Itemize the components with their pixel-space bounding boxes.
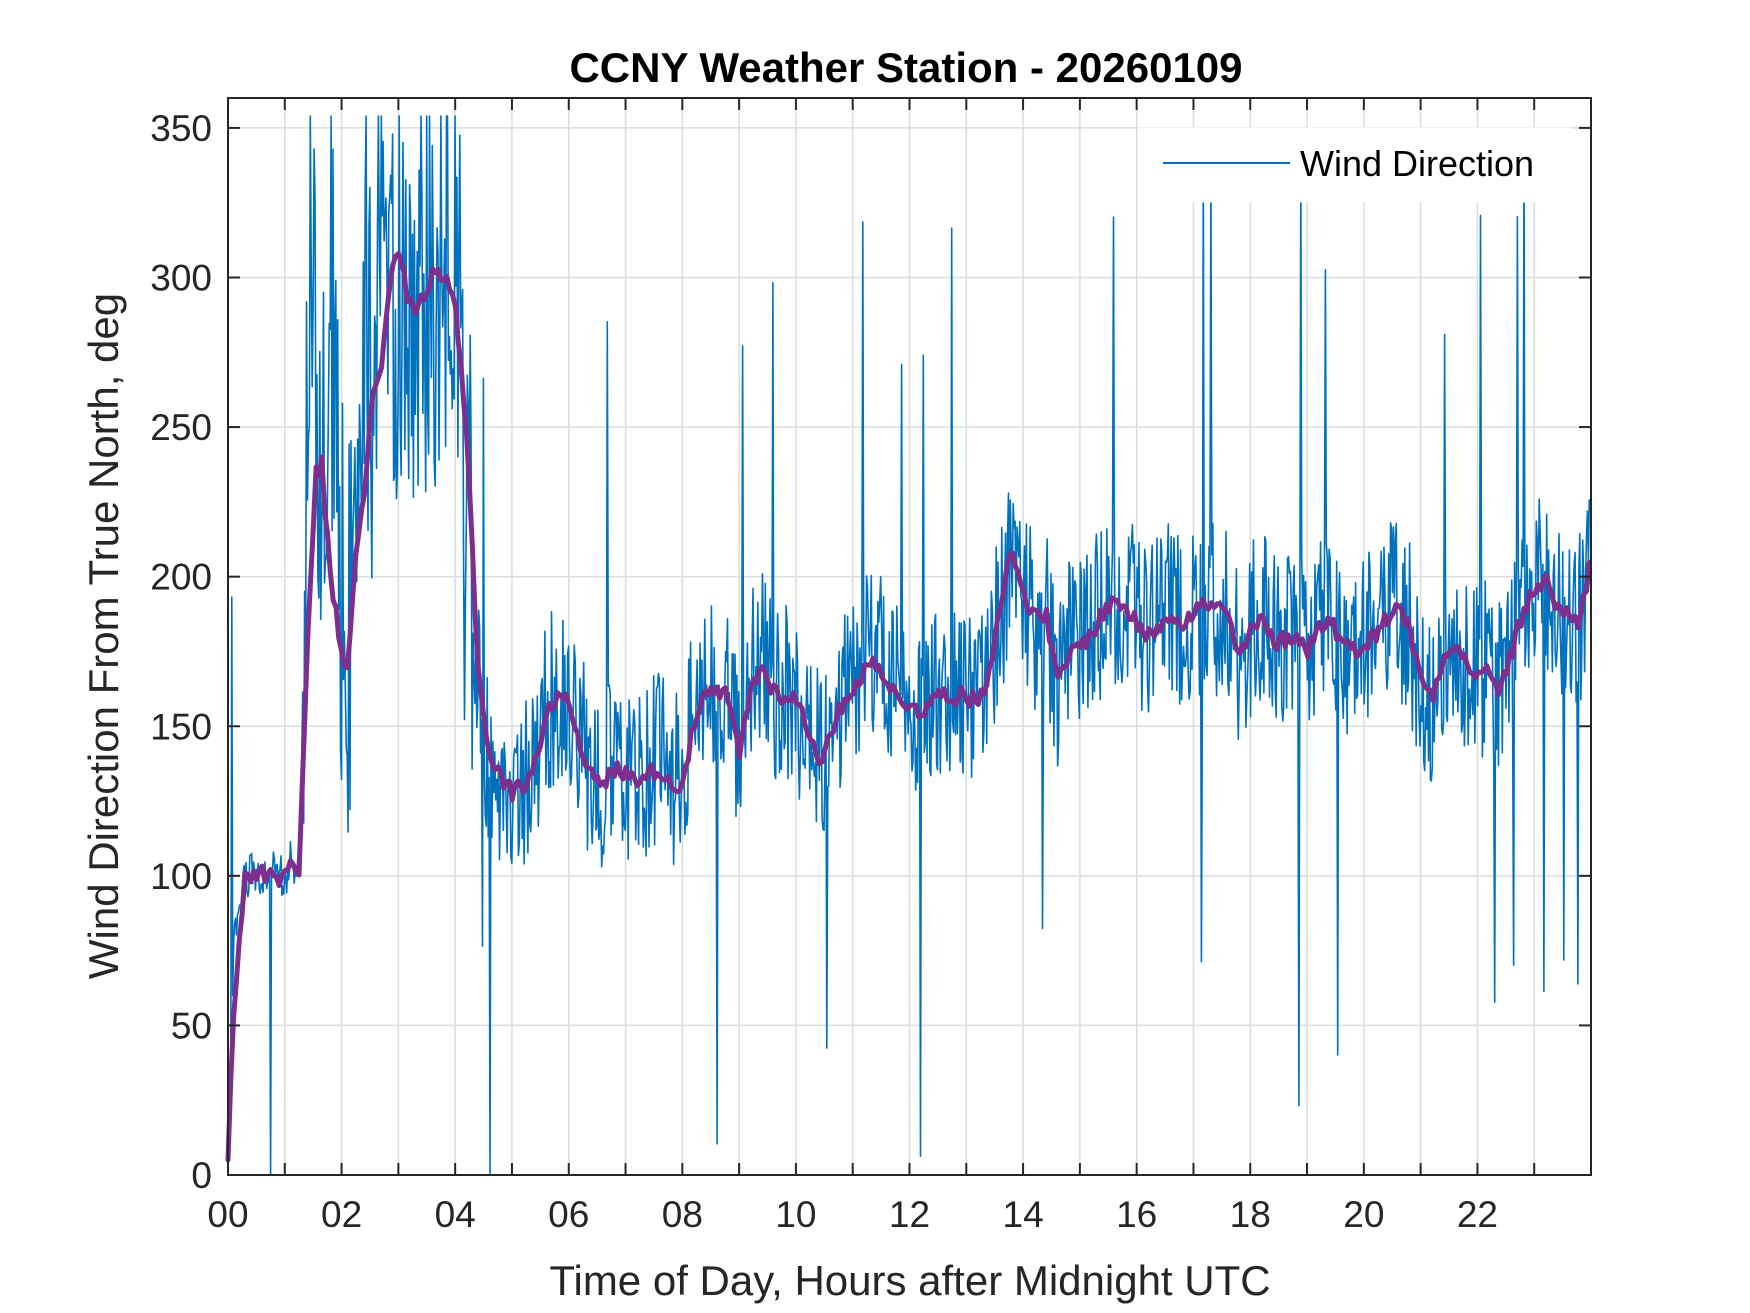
legend-box bbox=[1139, 127, 1571, 203]
x-tick-label: 06 bbox=[548, 1194, 589, 1235]
x-axis-title: Time of Day, Hours after Midnight UTC bbox=[549, 1257, 1270, 1304]
y-tick-label: 0 bbox=[191, 1155, 212, 1196]
x-tick-label: 12 bbox=[889, 1194, 930, 1235]
series-smoothed-line bbox=[225, 251, 1592, 1163]
x-tick-label: 20 bbox=[1343, 1194, 1384, 1235]
y-tick-label: 50 bbox=[171, 1005, 212, 1046]
x-tick-label: 02 bbox=[321, 1194, 362, 1235]
x-tick-label: 10 bbox=[775, 1194, 816, 1235]
chart-title: CCNY Weather Station - 20260109 bbox=[569, 44, 1242, 91]
x-tick-label: 00 bbox=[207, 1194, 248, 1235]
y-tick-label: 150 bbox=[150, 706, 212, 747]
y-tick-label: 250 bbox=[150, 407, 212, 448]
legend: Wind Direction bbox=[1139, 127, 1571, 203]
series-layer bbox=[225, 115, 1592, 1176]
x-tick-label: 22 bbox=[1457, 1194, 1498, 1235]
x-tick-label: 08 bbox=[662, 1194, 703, 1235]
y-tick-label: 100 bbox=[150, 856, 212, 897]
y-tick-label: 350 bbox=[150, 108, 212, 149]
legend-label-wind-direction: Wind Direction bbox=[1300, 143, 1534, 184]
y-tick-label: 200 bbox=[150, 557, 212, 598]
ticks: 00 02 04 06 08 10 12 14 16 18 20 22 0 50 100 150 200 250 3… bbox=[150, 98, 1592, 1235]
x-tick-label: 04 bbox=[435, 1194, 476, 1235]
y-tick-label: 300 bbox=[150, 258, 212, 299]
y-axis-title: Wind Direction From True North, deg bbox=[80, 293, 127, 979]
x-tick-label: 18 bbox=[1230, 1194, 1271, 1235]
x-tick-label: 16 bbox=[1116, 1194, 1157, 1235]
x-tick-label: 14 bbox=[1003, 1194, 1044, 1235]
